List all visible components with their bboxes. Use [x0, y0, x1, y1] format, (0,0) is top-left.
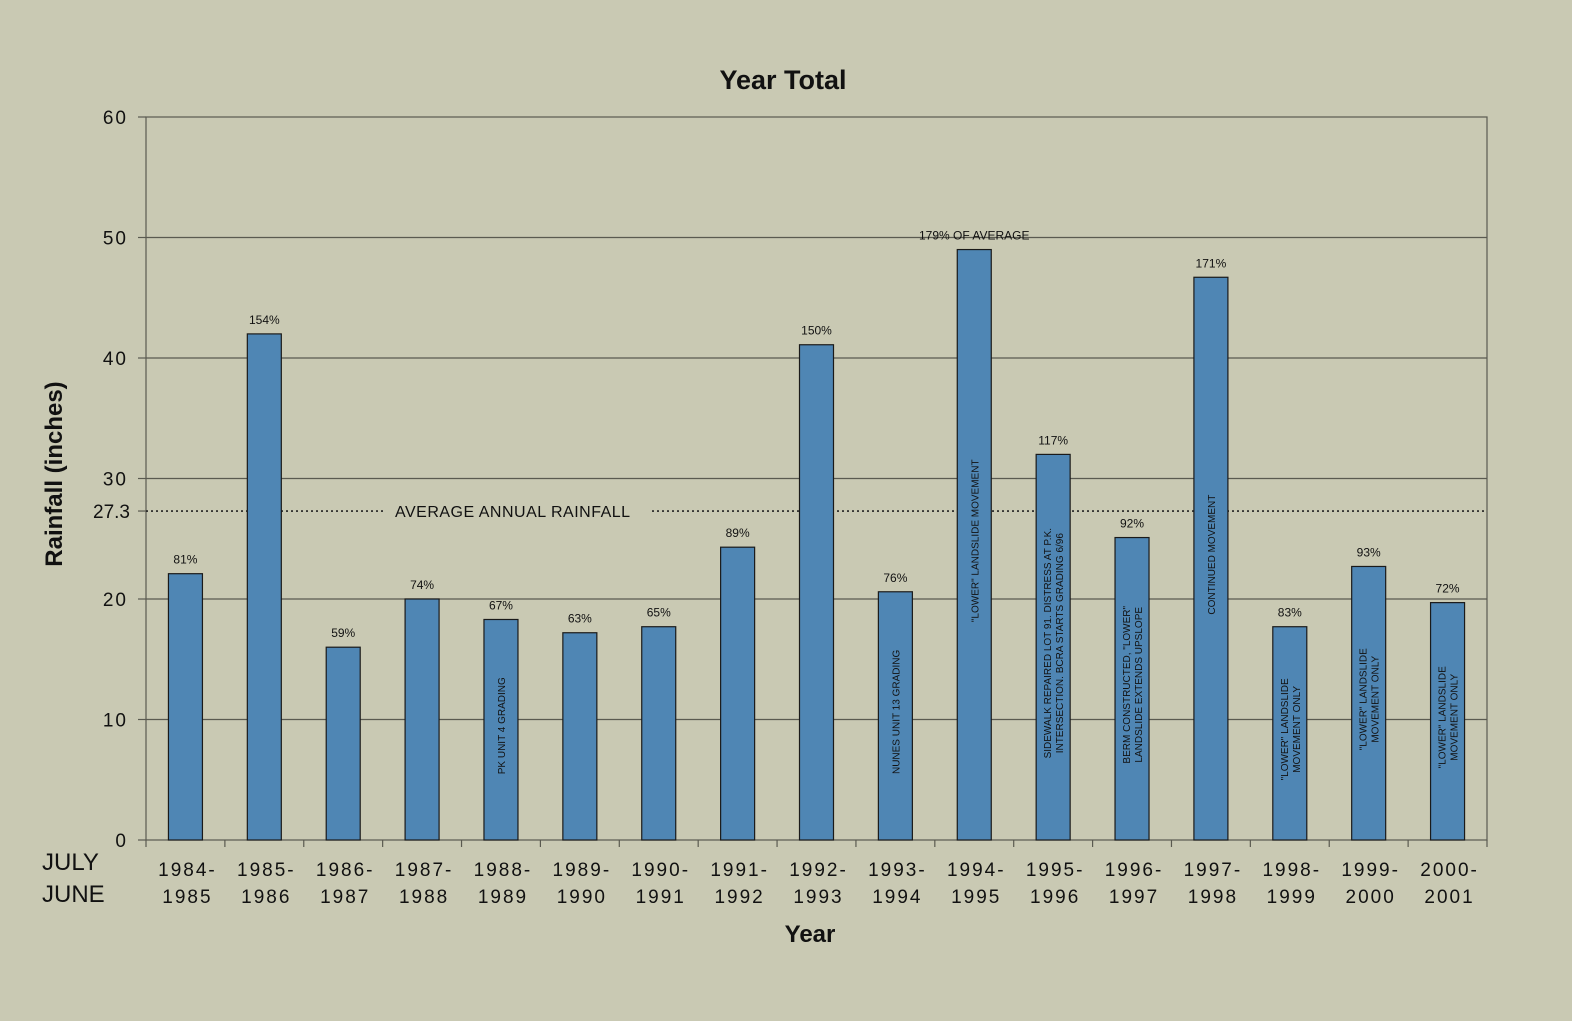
reference-value-label: 27.3: [93, 502, 130, 523]
x-tick-label: 1990-: [631, 860, 690, 881]
bar-19891990: [562, 632, 598, 841]
bar-annotation: BERM CONSTRUCTED, "LOWER": [1122, 605, 1133, 763]
x-tick-label: 1992: [714, 887, 764, 908]
x-tick-label: 1996-: [1105, 860, 1164, 881]
percent-label: 76%: [883, 571, 907, 585]
percent-label: 150%: [801, 324, 832, 338]
x-tick-label: 1991: [636, 887, 686, 908]
bar-19971998: [1193, 276, 1229, 841]
x-tick-label: 1998: [1188, 887, 1238, 908]
x-tick-label: 1993-: [868, 860, 927, 881]
x-tick-label: 1994: [872, 887, 922, 908]
bar-19992000: [1351, 565, 1387, 841]
y-tick-label: 0: [115, 831, 128, 852]
x-tick-label: 1999-: [1341, 860, 1400, 881]
x-tick-label: 2000: [1346, 887, 1396, 908]
chart-title: Year Total: [719, 65, 846, 95]
bar-19851986: [246, 333, 282, 841]
percent-label: 81%: [173, 553, 197, 567]
bar-19931994: [877, 591, 913, 841]
bar-annotation: CONTINUED MOVEMENT: [1207, 495, 1218, 615]
bar-19941995: [956, 248, 992, 841]
bar-19841985: [167, 573, 204, 841]
percent-label: 59%: [331, 626, 355, 640]
x-tick-label: 1988-: [474, 860, 533, 881]
x-tick-label: 1985: [162, 887, 212, 908]
y-tick-label: 60: [103, 108, 128, 129]
x-tick-label: 1990: [557, 887, 607, 908]
percent-label: 72%: [1436, 582, 1460, 596]
x-tick-label: 1984-: [158, 860, 217, 881]
x-tick-label: 1995: [951, 887, 1001, 908]
x-tick-label: 1987-: [395, 860, 454, 881]
x-tick-label: 1987: [320, 887, 370, 908]
y-tick-label: 40: [103, 349, 128, 370]
bar-19951996: [1035, 453, 1071, 841]
bar-annotation: MOVEMENT ONLY: [1371, 655, 1382, 742]
x-tick-label: 1995-: [1026, 860, 1085, 881]
x-tick-label: 1997-: [1184, 860, 1243, 881]
x-tick-label: 1986-: [316, 860, 375, 881]
bar-annotation: LANDSLIDE EXTENDS UPSLOPE: [1134, 607, 1145, 763]
y-tick-label: 30: [103, 470, 128, 491]
x-tick-label: 1999: [1267, 887, 1317, 908]
percent-label: 89%: [726, 526, 750, 540]
x-tick-label: 2000-: [1420, 860, 1479, 881]
bar-annotation: "LOWER" LANDSLIDE: [1359, 648, 1370, 750]
percent-label: 65%: [647, 606, 671, 620]
x-tick-label: 1994-: [947, 860, 1006, 881]
x-row-label-june: JUNE: [42, 881, 105, 908]
x-tick-label: 1993: [793, 887, 843, 908]
x-tick-label: 1998-: [1262, 860, 1321, 881]
percent-label: 171%: [1196, 256, 1227, 270]
percent-label: 74%: [410, 578, 434, 592]
bar-annotation: "LOWER" LANDSLIDE MOVEMENT: [970, 459, 981, 622]
y-axis-label: Rainfall (inches): [41, 381, 68, 566]
bar-19881989: [483, 618, 519, 841]
percent-label: 83%: [1278, 606, 1302, 620]
percent-label: 179% OF AVERAGE: [919, 229, 1030, 243]
percent-label: 93%: [1357, 545, 1381, 559]
x-row-label-july: JULY: [42, 849, 99, 876]
bar-annotation: MOVEMENT ONLY: [1292, 686, 1303, 773]
percent-label: 63%: [568, 612, 592, 626]
x-axis-label: Year: [785, 921, 836, 948]
bar-19921993: [798, 344, 835, 841]
percent-label: 92%: [1120, 517, 1144, 531]
x-tick-label: 1991-: [710, 860, 769, 881]
x-tick-label: 2001: [1424, 887, 1474, 908]
x-tick-label: 1996: [1030, 887, 1080, 908]
x-tick-label: 1997: [1109, 887, 1159, 908]
y-tick-label: 10: [103, 711, 128, 732]
average-rainfall-label: AVERAGE ANNUAL RAINFALL: [395, 504, 631, 521]
bar-annotation: SIDEWALK REPAIRED LOT 91. DISTRESS AT P.…: [1043, 528, 1054, 758]
bar-19871988: [404, 598, 440, 841]
bar-annotation: NUNES UNIT 13 GRADING: [891, 650, 902, 775]
x-tick-label: 1985-: [237, 860, 296, 881]
bar-annotation: "LOWER" LANDSLIDE: [1280, 678, 1291, 780]
bar-19981999: [1272, 626, 1308, 841]
y-tick-label: 20: [103, 590, 128, 611]
bar-20002001: [1429, 602, 1466, 841]
x-tick-label: 1986: [241, 887, 291, 908]
x-tick-label: 1989-: [553, 860, 612, 881]
y-tick-label: 50: [103, 229, 128, 250]
percent-label: 154%: [249, 313, 280, 327]
x-tick-label: 1992-: [789, 860, 848, 881]
percent-label: 117%: [1038, 433, 1068, 447]
bar-annotation: "LOWER" LANDSLIDE: [1438, 666, 1449, 768]
bar-19861987: [325, 646, 361, 841]
percent-label: 67%: [489, 598, 513, 612]
x-tick-label: 1988: [399, 887, 449, 908]
x-tick-label: 1989: [478, 887, 528, 908]
bar-19901991: [641, 626, 677, 841]
bar-annotation: PK UNIT 4 GRADING: [497, 677, 508, 774]
bar-19911992: [720, 546, 756, 841]
bar-annotation: INTERSECTION. BCRA STARTS GRADING 6/96: [1055, 533, 1066, 754]
bar-annotation: MOVEMENT ONLY: [1450, 674, 1461, 761]
bar-19961997: [1114, 536, 1150, 841]
